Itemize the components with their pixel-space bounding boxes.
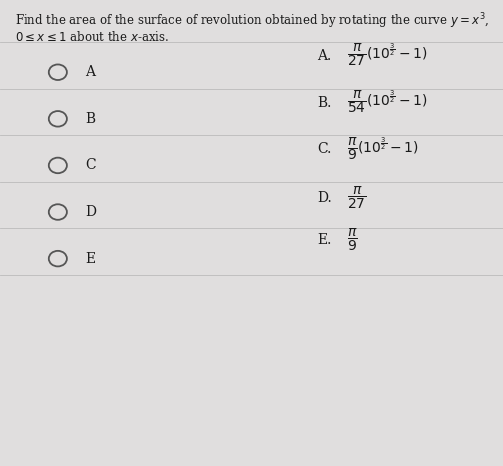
- Text: $\dfrac{\pi}{9}$: $\dfrac{\pi}{9}$: [347, 227, 358, 253]
- Text: C.: C.: [317, 142, 331, 156]
- Text: C: C: [86, 158, 96, 172]
- Text: Find the area of the surface of revolution obtained by rotating the curve $y = x: Find the area of the surface of revoluti…: [15, 12, 489, 31]
- Text: A: A: [86, 65, 96, 79]
- Text: $\dfrac{\pi}{9}(10^{\frac{3}{2}}-1)$: $\dfrac{\pi}{9}(10^{\frac{3}{2}}-1)$: [347, 136, 419, 163]
- Text: $\dfrac{\pi}{27}(10^{\frac{3}{2}}-1)$: $\dfrac{\pi}{27}(10^{\frac{3}{2}}-1)$: [347, 42, 428, 69]
- Text: E: E: [86, 252, 96, 266]
- Text: $\dfrac{\pi}{54}(10^{\frac{3}{2}}-1)$: $\dfrac{\pi}{54}(10^{\frac{3}{2}}-1)$: [347, 89, 428, 116]
- Text: B: B: [86, 112, 96, 126]
- Text: B.: B.: [317, 96, 331, 110]
- Text: $\dfrac{\pi}{27}$: $\dfrac{\pi}{27}$: [347, 185, 367, 211]
- Text: E.: E.: [317, 233, 331, 247]
- Text: D: D: [86, 205, 97, 219]
- Text: D.: D.: [317, 191, 331, 205]
- Text: A.: A.: [317, 49, 331, 63]
- Text: $0 \leq x \leq 1$ about the $x$-axis.: $0 \leq x \leq 1$ about the $x$-axis.: [15, 30, 169, 44]
